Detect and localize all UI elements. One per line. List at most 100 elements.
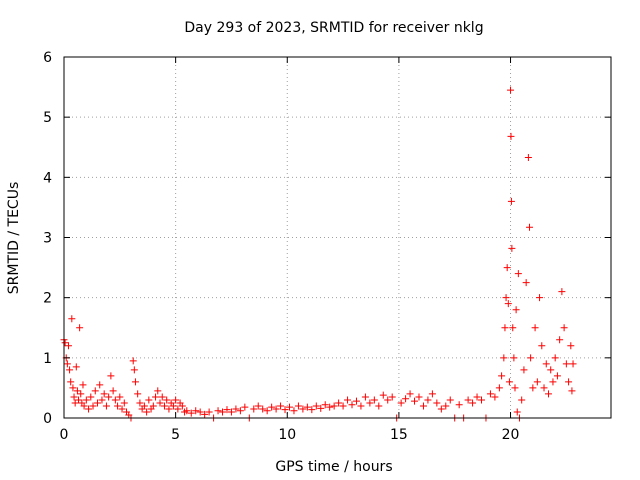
x-tick-label: 5 — [171, 427, 180, 443]
data-point — [321, 401, 329, 409]
data-point — [160, 402, 168, 410]
data-point — [348, 401, 356, 409]
data-point — [505, 378, 513, 386]
data-point — [469, 399, 477, 407]
data-point — [227, 408, 235, 416]
data-point — [397, 399, 405, 407]
chart-title: Day 293 of 2023, SRMTID for receiver nkl… — [184, 20, 483, 36]
data-point — [223, 406, 231, 414]
data-point — [330, 402, 338, 410]
data-point — [553, 372, 561, 380]
data-point — [130, 366, 138, 374]
data-point — [419, 402, 427, 410]
data-point — [73, 387, 81, 395]
data-point — [428, 390, 436, 398]
data-point — [281, 406, 289, 414]
data-point — [120, 399, 128, 407]
data-point — [352, 397, 360, 405]
data-point — [533, 378, 541, 386]
data-point — [268, 403, 276, 411]
data-point — [502, 294, 510, 302]
y-tick-label: 1 — [43, 351, 52, 367]
grid-layer — [64, 57, 611, 418]
data-point — [232, 405, 240, 413]
data-point — [77, 390, 85, 398]
data-point — [91, 387, 99, 395]
data-point — [259, 405, 267, 413]
data-point — [504, 300, 512, 308]
data-point — [165, 405, 173, 413]
data-point — [560, 324, 568, 332]
data-point — [116, 393, 124, 401]
data-point — [102, 402, 110, 410]
data-point — [549, 378, 557, 386]
data-point — [131, 378, 139, 386]
data-point — [455, 401, 463, 409]
data-point — [437, 405, 445, 413]
data-point — [406, 390, 414, 398]
data-point — [379, 391, 387, 399]
data-point — [527, 354, 535, 362]
data-point — [357, 402, 365, 410]
data-point — [486, 390, 494, 398]
data-point — [163, 396, 171, 404]
data-point — [71, 399, 79, 407]
data-point — [524, 153, 532, 161]
data-point — [388, 393, 396, 401]
data-point — [509, 324, 517, 332]
data-point — [61, 339, 69, 347]
data-point — [196, 408, 204, 416]
data-point — [520, 366, 528, 374]
data-point — [75, 396, 83, 404]
data-point — [76, 324, 84, 332]
data-point — [567, 342, 575, 350]
data-point — [512, 306, 520, 314]
data-point — [518, 396, 526, 404]
data-point — [96, 381, 104, 389]
data-point — [187, 409, 195, 417]
data-point — [129, 357, 137, 365]
data-point — [464, 396, 472, 404]
x-tick-label: 15 — [390, 427, 408, 443]
data-point — [511, 384, 519, 392]
data-point — [118, 405, 126, 413]
data-point — [100, 390, 108, 398]
data-point — [536, 294, 544, 302]
data-point — [254, 402, 262, 410]
data-point — [558, 288, 566, 296]
data-point — [205, 408, 213, 416]
data-point — [136, 399, 144, 407]
y-tick-label: 2 — [43, 291, 52, 307]
data-point — [236, 407, 244, 415]
data-point — [169, 402, 177, 410]
data-point — [111, 396, 119, 404]
data-point — [370, 396, 378, 404]
data-point — [442, 402, 450, 410]
data-point — [98, 396, 106, 404]
data-point — [556, 336, 564, 344]
data-point — [507, 86, 515, 94]
data-point — [507, 132, 515, 140]
data-point — [69, 384, 77, 392]
data-point — [201, 410, 209, 418]
data-point — [507, 197, 515, 205]
data-point — [565, 378, 573, 386]
data-point — [303, 403, 311, 411]
data-point — [402, 395, 410, 403]
x-tick-label: 0 — [60, 427, 69, 443]
data-point — [294, 402, 302, 410]
data-point — [192, 407, 200, 415]
data-point — [105, 393, 113, 401]
data-point — [568, 387, 576, 395]
data-point — [501, 324, 509, 332]
data-point — [183, 407, 191, 415]
x-axis-label: GPS time / hours — [275, 459, 392, 475]
data-point — [522, 279, 530, 287]
data-point — [344, 396, 352, 404]
data-point — [80, 402, 88, 410]
data-point — [66, 366, 74, 374]
data-point — [366, 399, 374, 407]
data-point — [140, 402, 148, 410]
